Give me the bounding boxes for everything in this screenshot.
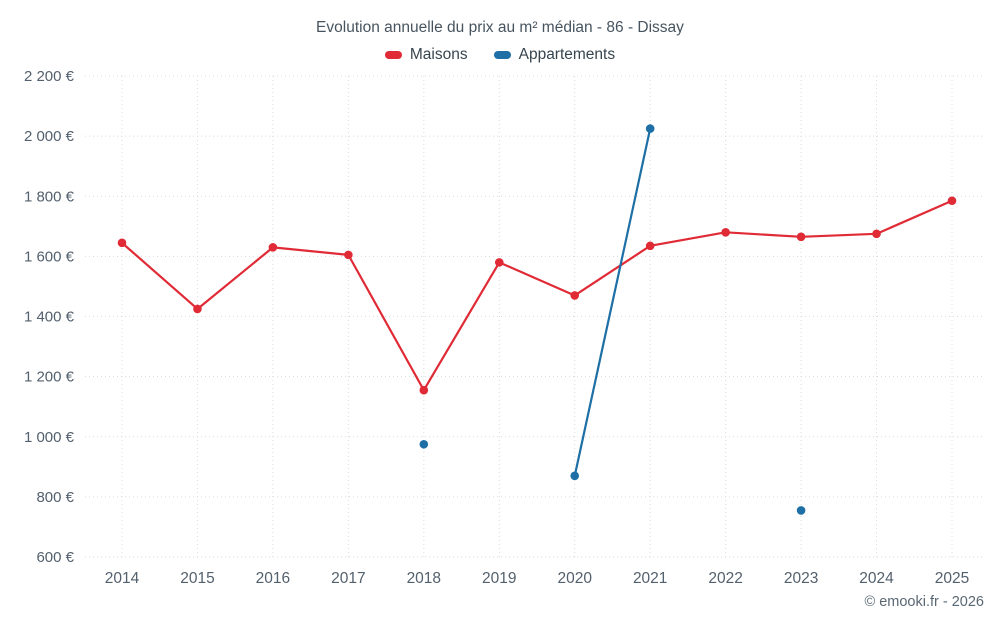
legend-swatch-icon bbox=[384, 51, 402, 59]
x-axis-tick-label: 2025 bbox=[935, 570, 969, 587]
legend-label: Maisons bbox=[409, 46, 468, 63]
y-axis-tick-label: 1 400 € bbox=[24, 309, 75, 326]
data-point-maisons-2021[interactable] bbox=[645, 241, 655, 251]
data-point-appartements-2023[interactable] bbox=[796, 506, 806, 515]
legend-item-appartements[interactable]: Appartements bbox=[493, 46, 616, 64]
y-axis-tick-label: 1 200 € bbox=[24, 369, 75, 386]
x-axis-tick-label: 2019 bbox=[482, 570, 516, 587]
data-point-maisons-2018[interactable] bbox=[419, 385, 429, 395]
x-axis-tick-label: 2023 bbox=[784, 570, 818, 587]
legend-label: Appartements bbox=[518, 46, 616, 63]
y-axis-tick-label: 1 800 € bbox=[24, 188, 75, 205]
legend-swatch-icon bbox=[493, 51, 511, 59]
chart-title: Evolution annuelle du prix au m² médian … bbox=[316, 19, 684, 36]
x-axis-tick-label: 2018 bbox=[407, 570, 441, 587]
data-point-maisons-2020[interactable] bbox=[570, 291, 580, 300]
data-point-maisons-2014[interactable] bbox=[117, 238, 127, 248]
data-point-maisons-2015[interactable] bbox=[193, 304, 202, 314]
x-axis-tick-label: 2024 bbox=[859, 570, 894, 587]
chart-legend: Maisons Appartements bbox=[0, 46, 1000, 64]
data-point-appartements-2021[interactable] bbox=[645, 124, 655, 133]
data-point-maisons-2025[interactable] bbox=[947, 196, 957, 206]
data-point-appartements-2018[interactable] bbox=[419, 439, 429, 449]
x-axis-tick-label: 2020 bbox=[557, 570, 592, 587]
y-axis-tick-label: 600 € bbox=[36, 549, 74, 566]
x-axis-tick-label: 2014 bbox=[105, 570, 140, 587]
data-point-maisons-2016[interactable] bbox=[268, 243, 278, 252]
x-axis-tick-label: 2015 bbox=[180, 570, 214, 587]
data-point-appartements-2020[interactable] bbox=[570, 471, 580, 481]
y-axis-tick-label: 800 € bbox=[36, 489, 74, 506]
copyright-footer: © emooki.fr - 2026 bbox=[864, 594, 984, 610]
data-point-maisons-2017[interactable] bbox=[344, 250, 353, 260]
legend-item-maisons[interactable]: Maisons bbox=[384, 46, 468, 64]
x-axis-tick-label: 2022 bbox=[708, 570, 742, 587]
x-axis-tick-label: 2021 bbox=[633, 570, 667, 587]
x-axis-tick-label: 2017 bbox=[331, 570, 365, 587]
line-appartements bbox=[573, 127, 652, 477]
x-axis-tick-label: 2016 bbox=[256, 570, 290, 587]
y-axis-tick-label: 1 000 € bbox=[24, 429, 75, 446]
data-point-maisons-2023[interactable] bbox=[796, 232, 806, 242]
line-maisons bbox=[120, 199, 954, 392]
data-point-maisons-2022[interactable] bbox=[721, 228, 730, 237]
y-axis-tick-label: 2 200 € bbox=[24, 68, 75, 85]
data-point-maisons-2019[interactable] bbox=[494, 258, 504, 267]
y-axis-tick-label: 2 000 € bbox=[24, 128, 75, 145]
data-point-maisons-2024[interactable] bbox=[872, 229, 881, 239]
y-axis-tick-label: 1 600 € bbox=[24, 248, 75, 265]
